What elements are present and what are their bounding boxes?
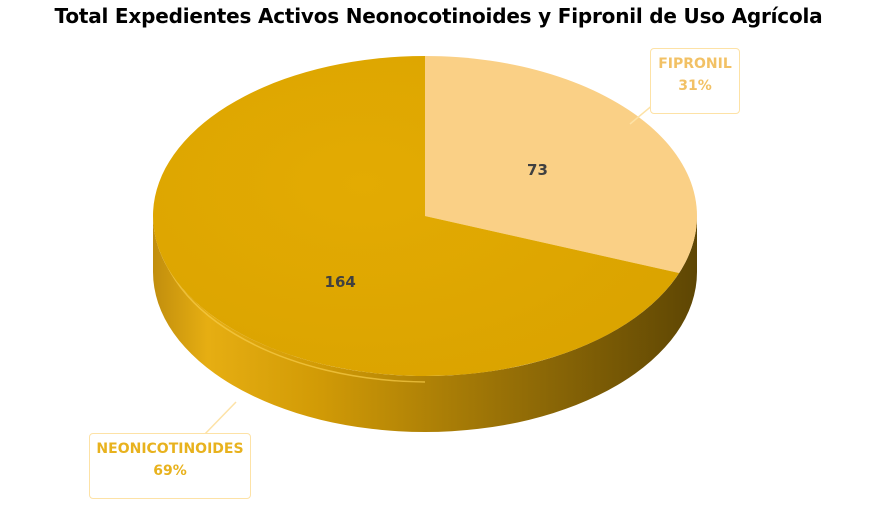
callout-fipronil-percent: 31% — [678, 78, 712, 94]
slice-value-neonicotinoides: 164 — [325, 273, 356, 291]
pie-slice-neonicotinoides — [152, 56, 680, 376]
callout-fipronil-label: FIPRONIL — [658, 56, 732, 72]
chart-title: Total Expedientes Activos Neonocotinoide… — [54, 4, 823, 28]
callout-neonicotinoides-percent: 69% — [153, 463, 187, 479]
slice-value-fipronil: 73 — [527, 161, 548, 179]
pie-slice-fipronil — [425, 56, 697, 274]
callout-neonicotinoides-label: NEONICOTINOIDES — [96, 441, 244, 457]
callout-neonicotinoides: NEONICOTINOIDES 69% — [89, 433, 251, 499]
callout-fipronil: FIPRONIL 31% — [650, 48, 740, 114]
pie-side-wall — [153, 216, 697, 432]
leader-line-neonicotinoides — [202, 401, 237, 437]
